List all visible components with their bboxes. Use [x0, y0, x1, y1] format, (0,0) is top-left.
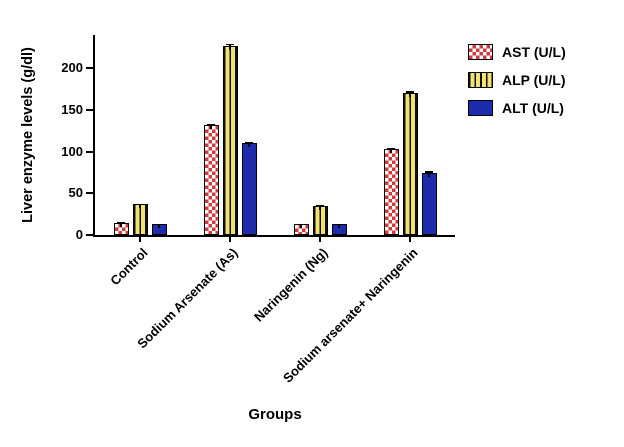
x-tick-mark	[409, 237, 411, 242]
y-tick-mark	[86, 192, 93, 195]
y-tick-mark	[86, 67, 93, 70]
error-bar-cap	[136, 203, 144, 206]
error-bar-stem	[210, 123, 212, 129]
legend-swatch	[468, 44, 493, 60]
legend-label: AST (U/L)	[502, 44, 566, 60]
x-category-label: Sodium Arsenate (As)	[134, 245, 241, 352]
x-category-label: Naringenin (Ng)	[251, 245, 331, 325]
bar	[293, 223, 309, 235]
x-axis-title: Groups	[248, 406, 302, 423]
bar	[203, 123, 219, 235]
x-category-label: Control	[107, 245, 151, 289]
y-tick-mark	[86, 150, 93, 153]
legend-swatch	[468, 100, 493, 116]
x-axis-line	[93, 235, 455, 237]
error-bar-stem	[409, 91, 411, 98]
error-bar-cap	[245, 141, 253, 144]
bar	[383, 147, 399, 235]
x-category-label: Sodium arsenate+ Naringenin	[279, 245, 421, 386]
legend: AST (U/L) ALP (U/L) ALT (U/L)	[468, 44, 566, 116]
y-tick-label: 0	[75, 227, 83, 242]
error-bar-cap	[207, 123, 215, 125]
error-bar-stem	[338, 223, 340, 229]
y-tick-label: 50	[68, 185, 83, 201]
error-bar-stem	[390, 147, 392, 154]
error-bar-cap	[406, 91, 414, 93]
error-bar-stem	[139, 203, 141, 209]
error-bar-cap	[387, 147, 395, 150]
bar	[312, 205, 328, 235]
y-axis-title: Liver enzyme levels (g/dl)	[20, 47, 36, 223]
error-bar-stem	[319, 205, 321, 210]
y-tick-label: 150	[61, 102, 83, 117]
bar	[132, 203, 148, 235]
error-bar-stem	[248, 141, 250, 148]
legend-item: ALT (U/L)	[468, 100, 566, 116]
legend-label: ALT (U/L)	[502, 100, 564, 116]
error-bar-cap	[226, 43, 234, 46]
bar	[421, 171, 437, 235]
y-tick-label: 100	[61, 143, 83, 159]
error-bar-cap	[335, 223, 343, 226]
error-bar-cap	[425, 171, 433, 173]
bar	[151, 223, 167, 235]
bar	[402, 91, 418, 235]
x-tick-mark	[229, 237, 231, 242]
error-bar-stem	[158, 223, 160, 229]
y-tick-mark	[86, 109, 93, 111]
error-bar-cap	[155, 223, 163, 226]
error-bar-cap	[297, 223, 305, 226]
error-bar-cap	[117, 221, 125, 224]
y-axis-line	[93, 35, 95, 237]
y-tick-mark	[86, 234, 93, 236]
error-bar-stem	[120, 221, 122, 227]
legend-item: ALP (U/L)	[468, 72, 566, 88]
bar	[113, 221, 129, 235]
legend-label: ALP (U/L)	[502, 72, 566, 88]
error-bar-stem	[229, 43, 231, 50]
legend-swatch	[468, 72, 493, 88]
error-bar-cap	[316, 205, 324, 207]
plot-area: 0 50 100 150 200 Control Sodium Arsenate (As) N…	[61, 35, 455, 386]
error-bar-stem	[300, 223, 302, 229]
bar	[331, 223, 347, 235]
legend-item: AST (U/L)	[468, 44, 566, 60]
x-tick-mark	[139, 237, 141, 242]
bar	[222, 43, 238, 235]
error-bar-stem	[428, 171, 430, 177]
x-tick-mark	[319, 237, 321, 242]
y-tick-label: 200	[61, 60, 83, 76]
bar	[241, 141, 257, 235]
